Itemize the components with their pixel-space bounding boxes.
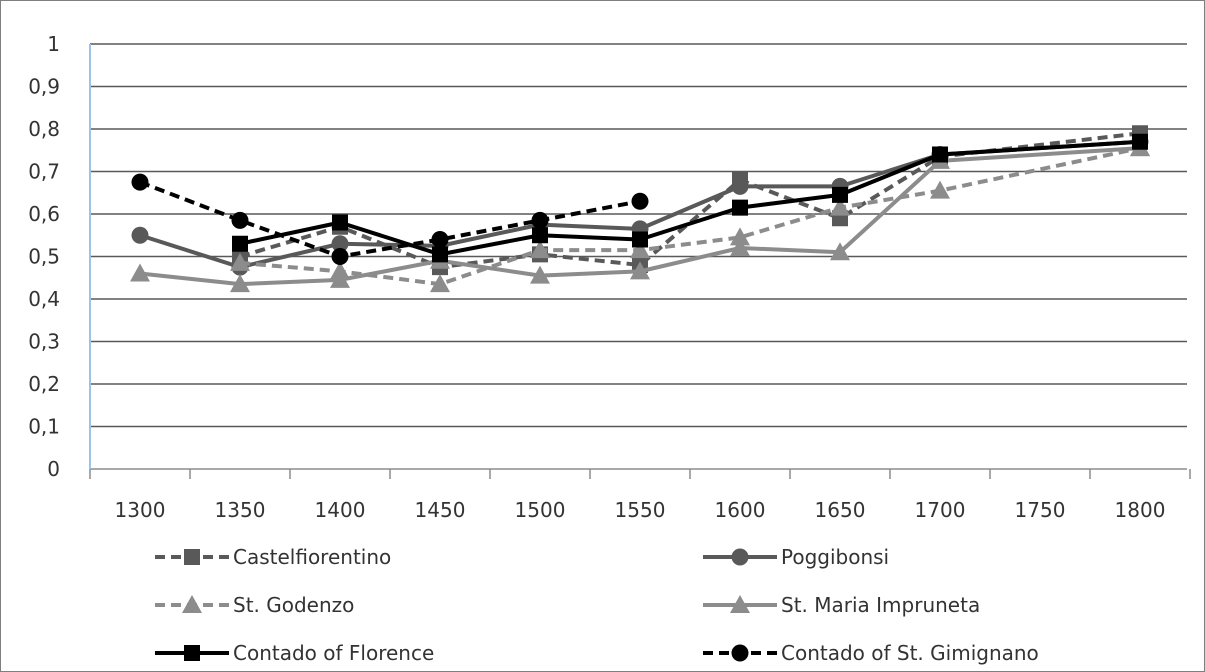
legend-label: Poggibonsi [781, 545, 889, 569]
series-st-maria-impruneta [130, 138, 1150, 293]
series-st-godenzo [230, 138, 1150, 293]
data-point [231, 211, 249, 229]
series-line [139, 180, 641, 259]
x-tick-label: 1350 [215, 498, 266, 522]
legend-label: St. Maria Impruneta [781, 593, 980, 617]
data-point [830, 242, 850, 261]
data-point [832, 186, 848, 203]
y-tick-label: 0,3 [28, 330, 60, 354]
legend-label: Contado of St. Gimignano [781, 641, 1039, 665]
y-tick-label: 1 [47, 32, 60, 56]
legend-entry: Poggibonsi [703, 545, 889, 569]
data-point [431, 231, 449, 248]
series-line [239, 131, 1141, 270]
data-point [531, 211, 549, 229]
data-point [830, 197, 850, 216]
data-point [732, 199, 748, 216]
data-point [631, 192, 649, 210]
x-tick-label: 1800 [1115, 498, 1166, 522]
legend-entry: Contado of Florence [155, 641, 434, 665]
legend-marker [731, 644, 749, 662]
x-tick-label: 1450 [415, 498, 466, 522]
x-tick-label: 1550 [615, 498, 666, 522]
x-tick-label: 1650 [815, 498, 866, 522]
legend-marker [730, 595, 750, 613]
data-point [131, 173, 149, 191]
legend-label: Contado of Florence [233, 641, 434, 665]
data-point [131, 226, 149, 244]
y-tick-label: 0,8 [28, 117, 60, 141]
data-point [330, 269, 350, 288]
series-line [239, 146, 1141, 287]
x-tick-label: 1400 [315, 498, 366, 522]
data-point [930, 180, 950, 199]
legend-entry: St. Maria Impruneta [703, 593, 980, 617]
legend: Castelfiorentino Poggibonsi St. Godenzo St.… [155, 545, 1039, 665]
x-tick-label: 1600 [715, 498, 766, 522]
data-point [630, 261, 650, 280]
data-point [130, 263, 150, 282]
x-tick-label: 1700 [915, 498, 966, 522]
data-point [731, 177, 749, 195]
series-line [139, 139, 1141, 270]
legend-label: St. Godenzo [233, 593, 354, 617]
data-point [331, 248, 349, 265]
legend-entry: Castelfiorentino [155, 545, 391, 569]
data-point [630, 240, 650, 259]
y-tick-label: 0,7 [28, 160, 60, 184]
data-point [332, 214, 348, 231]
series-contado-of-st-gimignano [131, 173, 649, 265]
y-tick-label: 0 [47, 457, 60, 481]
legend-entry: Contado of St. Gimignano [703, 641, 1039, 665]
series-layer [130, 125, 1150, 293]
x-tick-label: 1750 [1015, 498, 1066, 522]
data-point [530, 240, 550, 259]
x-tick-label: 1300 [115, 498, 166, 522]
data-point [232, 235, 248, 252]
data-point [432, 246, 448, 263]
legend-label: Castelfiorentino [233, 545, 391, 569]
legend-marker [731, 548, 749, 566]
data-point [230, 274, 250, 293]
legend-entry: St. Godenzo [155, 593, 354, 617]
data-point [532, 227, 548, 244]
data-point [932, 146, 948, 163]
y-tick-label: 0,4 [28, 287, 60, 311]
legend-marker [182, 595, 202, 613]
legend-marker [184, 549, 200, 565]
data-point [331, 235, 349, 253]
y-tick-label: 0,5 [28, 245, 60, 269]
y-tick-label: 0,1 [28, 415, 60, 439]
grid-layer [90, 43, 1187, 428]
data-point [530, 265, 550, 284]
y-tick-label: 0,2 [28, 372, 60, 396]
data-point [430, 274, 450, 293]
series-line [139, 146, 1141, 287]
y-tick-label: 0,9 [28, 75, 60, 99]
data-point [230, 252, 250, 271]
data-point [730, 238, 750, 256]
data-point [632, 231, 648, 248]
legend-marker [184, 645, 200, 661]
x-tick-label: 1500 [515, 498, 566, 522]
series-contado-of-florence [232, 133, 1148, 263]
y-tick-label: 0,6 [28, 202, 60, 226]
data-point [1132, 133, 1148, 150]
data-point [730, 227, 750, 246]
axis-layer: 0 0,1 0,2 0,3 0,4 0,5 0,6 0,7 0,8 0,9 1 1300 1350 140… [28, 32, 1191, 522]
